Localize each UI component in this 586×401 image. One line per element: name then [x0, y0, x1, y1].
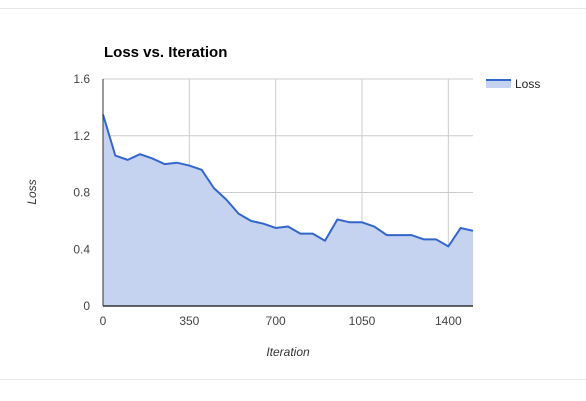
- legend: Loss: [486, 77, 540, 91]
- x-axis-label: Iteration: [266, 345, 310, 359]
- area-fill-loss: [103, 114, 473, 306]
- y-tick-label: 1.6: [73, 72, 90, 86]
- chart-title: Loss vs. Iteration: [104, 44, 227, 61]
- card-top-divider: [0, 8, 586, 9]
- y-tick-label: 0: [83, 299, 90, 313]
- card-bottom-divider: [0, 379, 586, 380]
- x-tick-labels: 0 350 700 1050 1400: [100, 314, 462, 328]
- y-tick-label: 1.2: [73, 129, 90, 143]
- legend-swatch-loss: [486, 80, 511, 88]
- x-tick-label: 1400: [435, 314, 462, 328]
- legend-label-loss: Loss: [515, 77, 540, 91]
- y-axis-label: Loss: [25, 179, 39, 204]
- x-tick-label: 700: [266, 314, 286, 328]
- y-tick-labels: 0 0.4 0.8 1.2 1.6: [73, 72, 90, 313]
- x-tick-label: 0: [100, 314, 107, 328]
- y-tick-label: 0.8: [73, 186, 90, 200]
- series-line-loss: [102, 114, 474, 248]
- axes: [102, 79, 473, 307]
- x-tick-label: 350: [179, 314, 199, 328]
- y-tick-label: 0.4: [73, 242, 90, 256]
- x-tick-label: 1050: [349, 314, 376, 328]
- plot-area: [102, 114, 474, 306]
